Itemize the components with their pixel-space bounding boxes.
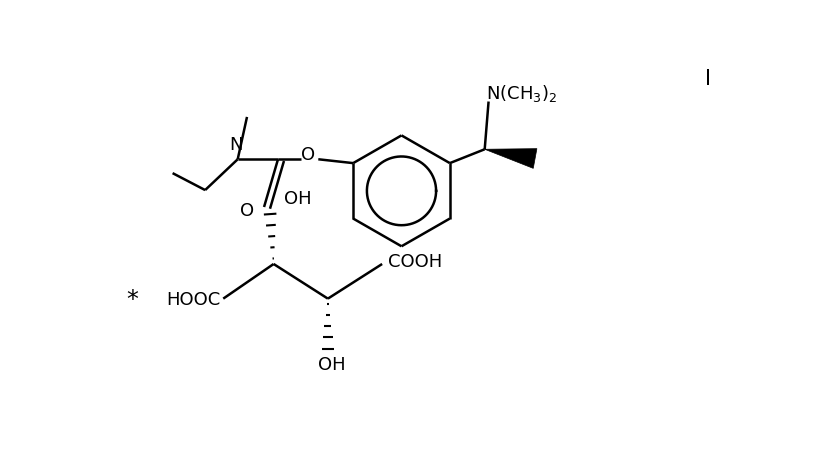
Text: O: O (301, 146, 315, 164)
Text: O: O (240, 202, 254, 220)
Text: N: N (229, 136, 243, 154)
Polygon shape (485, 148, 537, 168)
Text: I: I (705, 69, 710, 89)
Text: N(CH$_3$)$_2$: N(CH$_3$)$_2$ (485, 83, 557, 104)
Text: OH: OH (284, 190, 311, 208)
Text: HOOC: HOOC (167, 291, 221, 309)
Text: COOH: COOH (388, 254, 442, 272)
Text: OH: OH (318, 356, 346, 374)
Text: *: * (127, 288, 139, 312)
